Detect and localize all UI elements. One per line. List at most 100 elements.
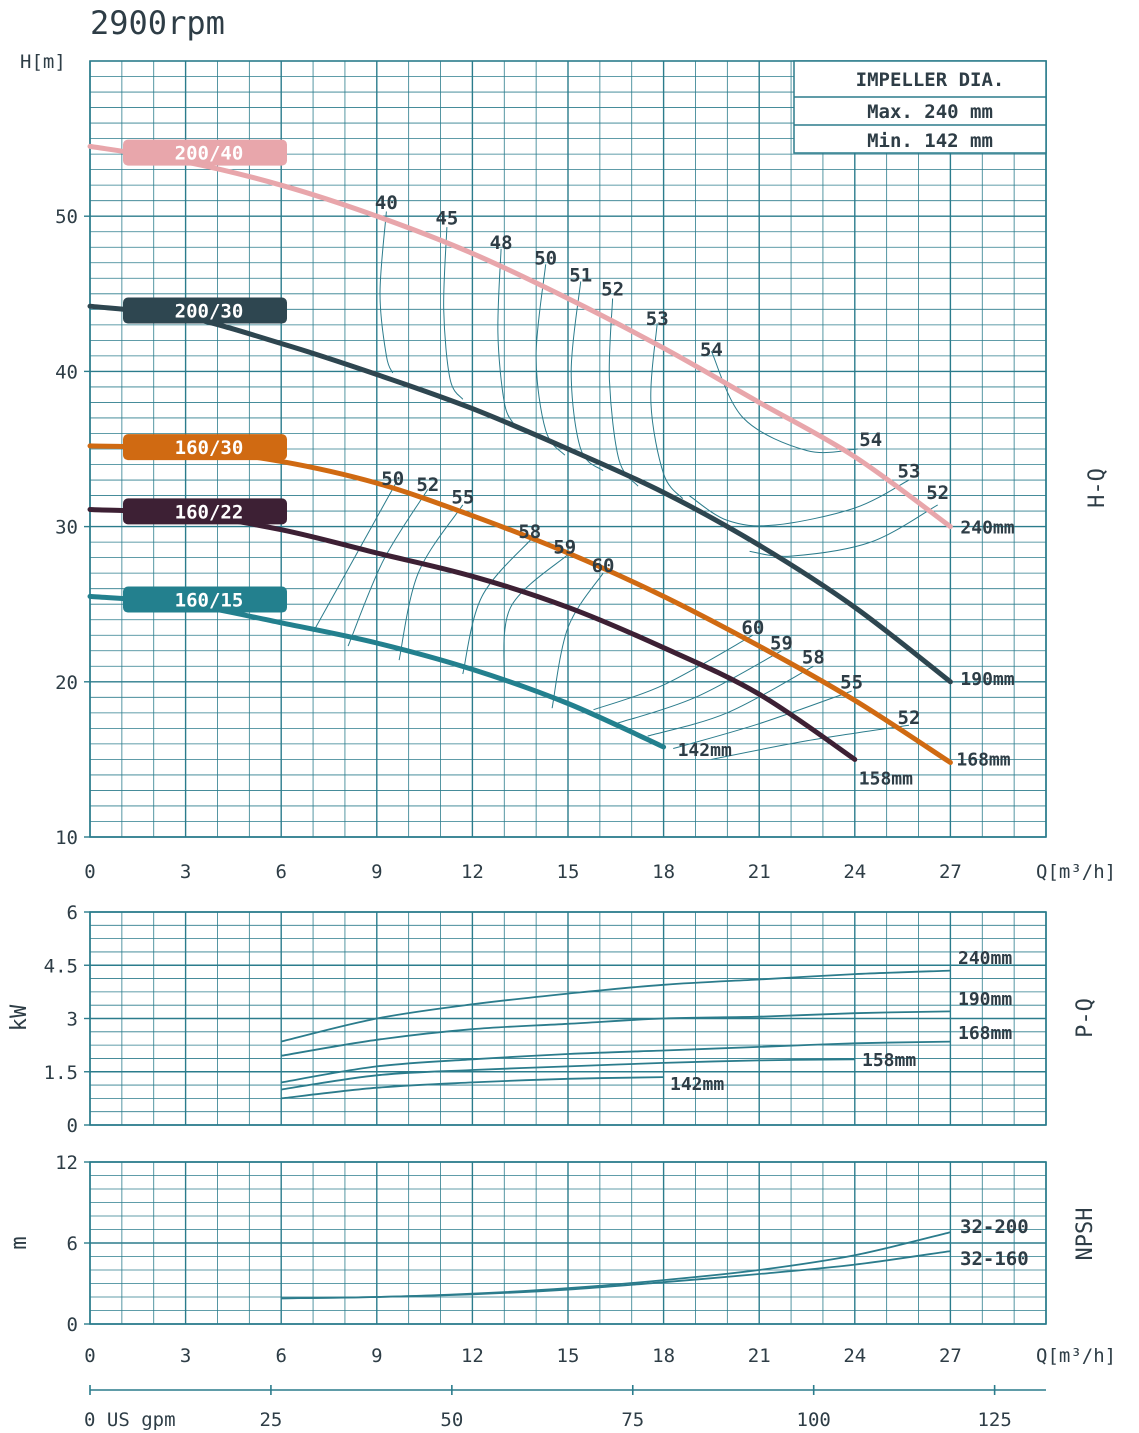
iso-efficiency-curve (503, 554, 569, 682)
gpm-axis-label: 0 US gpm (84, 1409, 176, 1431)
x-tick-label: 18 (652, 1345, 675, 1367)
efficiency-label: 52 (898, 707, 921, 729)
iso-efficiency-curve (347, 489, 429, 647)
x-tick-label: 12 (461, 1345, 484, 1367)
series-badge (123, 139, 287, 166)
x-tick-label: 24 (843, 1345, 866, 1367)
iso-efficiency-curve (593, 634, 754, 711)
efficiency-label: 53 (646, 308, 669, 330)
npsh-panel: 0 6 12 m NPSH 32-200 32-160 0 3 6 9 12 15 18 21 24 27 Q[m… (7, 1152, 1116, 1367)
efficiency-label: 52 (601, 279, 624, 301)
x-tick-label: 15 (557, 1345, 580, 1367)
efficiency-label: 58 (802, 647, 825, 669)
hq-panel: 10 20 30 40 50 H[m] H-Q 0 3 6 9 12 15 18 21 24 27 Q[m³/h]… (20, 51, 1116, 883)
pq-curve-label: 142mm (670, 1074, 724, 1095)
iso-efficiency-curve (688, 479, 910, 527)
series-badge-label: 160/15 (175, 590, 244, 612)
y-tick-label: 6 (67, 1233, 78, 1255)
pq-curve-label: 190mm (958, 989, 1012, 1010)
iso-efficiency-curve (462, 537, 534, 675)
npsh-curve (281, 1250, 951, 1300)
series-badge-label: 160/22 (175, 501, 244, 523)
curve-end-label: 190mm (960, 669, 1014, 690)
iso-efficiency-curve (379, 211, 394, 374)
efficiency-label: 59 (553, 536, 576, 558)
impeller-box-header: IMPELLER DIA. (856, 69, 1005, 91)
plot-frame (89, 60, 1047, 838)
iso-efficiency-curve (749, 504, 938, 557)
efficiency-label: 55 (840, 671, 863, 693)
x-tick-label: 24 (843, 861, 866, 883)
chart-title: 2900rpm (90, 4, 225, 42)
us-gpm-axis: 0 US gpm 25 50 75 100 125 (84, 1385, 1046, 1431)
npsh-curve-label: 32-160 (960, 1248, 1029, 1270)
y-tick-label: 10 (55, 827, 78, 849)
iso-efficiency-curve (570, 281, 604, 472)
y-tick-label: 4.5 (44, 955, 78, 977)
efficiency-label: 45 (435, 207, 458, 229)
efficiency-label: 52 (416, 474, 439, 496)
efficiency-label: 53 (898, 460, 921, 482)
x-axis-label: Q[m³/h] (1036, 1345, 1116, 1367)
pq-curve (281, 1058, 855, 1091)
iso-efficiency-curve (443, 227, 464, 400)
y-axis-label: kW (7, 1004, 32, 1031)
series-badge (123, 586, 287, 613)
y-tick-label: 20 (55, 672, 78, 694)
efficiency-label: 40 (375, 192, 398, 214)
y-tick-label: 12 (55, 1152, 78, 1174)
series-badge-label: 200/30 (175, 301, 244, 323)
curve-end-label: 240mm (960, 518, 1014, 539)
y-tick-label: 1.5 (44, 1062, 78, 1084)
pq-curve (281, 1076, 664, 1100)
iso-efficiency-curve (551, 572, 604, 709)
pq-curve (280, 969, 951, 1043)
x-tick-label: 27 (939, 1345, 962, 1367)
y-axis-label: m (7, 1236, 32, 1249)
pq-curve-label: 158mm (862, 1050, 916, 1071)
series-badge (123, 498, 287, 525)
efficiency-label: 50 (381, 468, 404, 490)
y-tick-label: 6 (67, 902, 78, 924)
impeller-dia-box: IMPELLER DIA. Max. 240 mm Min. 142 mm (793, 60, 1047, 154)
iso-efficiency-curve (710, 350, 859, 454)
gpm-tick-label: 125 (977, 1409, 1011, 1431)
efficiency-label: 60 (741, 617, 764, 639)
y-axis-label: H[m] (20, 51, 66, 73)
x-tick-label: 15 (557, 861, 580, 883)
iso-efficiency-curve (497, 248, 515, 425)
y-tick-label: 0 (67, 1314, 78, 1336)
efficiency-label: 51 (569, 265, 592, 287)
series-badge (123, 297, 287, 324)
iso-efficiency-curve (647, 665, 814, 737)
iso-efficiency-curve (711, 724, 910, 760)
x-tick-label: 3 (180, 1345, 191, 1367)
y-tick-label: 3 (67, 1009, 78, 1031)
x-tick-label: 9 (371, 861, 382, 883)
hq-curve (87, 303, 953, 685)
x-tick-label: 18 (652, 861, 675, 883)
iso-efficiency-curve (650, 323, 684, 500)
iso-efficiency-curve (673, 690, 852, 749)
y-tick-label: 50 (55, 206, 78, 228)
efficiency-label: 54 (859, 429, 882, 451)
efficiency-label: 54 (700, 339, 723, 361)
x-axis-label: Q[m³/h] (1036, 861, 1116, 883)
efficiency-label: 60 (592, 555, 615, 577)
x-tick-label: 27 (939, 861, 962, 883)
side-label: P-Q (1073, 998, 1098, 1038)
iso-efficiency-curve (312, 482, 397, 633)
curve-end-label: 168mm (956, 750, 1010, 771)
hq-curve (87, 143, 953, 530)
gpm-tick-label: 50 (440, 1409, 463, 1431)
y-tick-label: 0 (67, 1115, 78, 1137)
impeller-box-min: Min. 142 mm (867, 130, 993, 152)
pq-curve-label: 168mm (958, 1023, 1012, 1044)
x-tick-label: 21 (748, 1345, 771, 1367)
x-tick-label: 6 (275, 861, 286, 883)
series-badge-label: 200/40 (175, 143, 244, 165)
series-badge (123, 434, 287, 461)
pq-curve (281, 1040, 951, 1084)
efficiency-label: 52 (926, 482, 949, 504)
iso-efficiency-curve (535, 264, 566, 456)
